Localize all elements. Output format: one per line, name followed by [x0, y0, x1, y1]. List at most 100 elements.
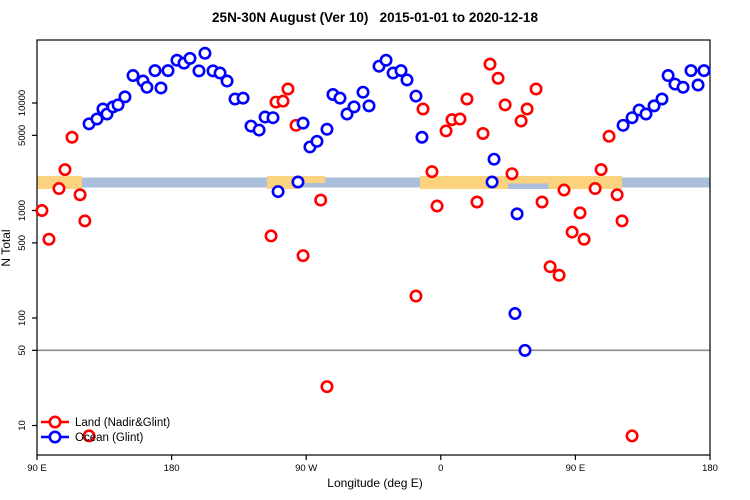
data-point-ocean	[409, 89, 423, 103]
x-tick-label: 180	[164, 463, 180, 474]
data-point-land	[296, 249, 310, 263]
data-point-ocean	[518, 343, 532, 357]
data-point-ocean	[510, 207, 524, 221]
x-tick-label: 90 W	[295, 463, 317, 474]
data-point-land	[498, 98, 512, 112]
data-point-land	[42, 232, 56, 246]
data-point-ocean	[379, 53, 393, 67]
data-point-land	[439, 124, 453, 138]
x-tick-label: 0	[438, 463, 443, 474]
data-point-land	[320, 380, 334, 394]
data-point-ocean	[676, 80, 690, 94]
data-point-ocean	[213, 66, 227, 80]
data-point-land	[430, 199, 444, 213]
ocean-strip	[37, 177, 710, 188]
data-point-land	[588, 182, 602, 196]
data-point-land	[577, 232, 591, 246]
land-segment	[419, 176, 623, 189]
data-point-land	[602, 129, 616, 143]
data-point-land	[625, 429, 639, 443]
data-point-land	[264, 229, 278, 243]
data-point-land	[476, 127, 490, 141]
y-tick-label: 100	[17, 310, 28, 326]
data-point-ocean	[154, 81, 168, 95]
data-point-ocean	[220, 74, 234, 88]
data-point-ocean	[485, 175, 499, 189]
data-point-ocean	[161, 64, 175, 78]
data-point-ocean	[333, 91, 347, 105]
data-point-land	[78, 214, 92, 228]
plot-border	[36, 39, 711, 456]
data-point-land	[520, 102, 534, 116]
data-point-land	[416, 102, 430, 116]
data-point-land	[552, 268, 566, 282]
legend-label-1: Ocean (Glint)	[75, 432, 144, 444]
y-tick-label: 500	[17, 235, 28, 251]
data-point-ocean	[697, 64, 711, 78]
data-point-land	[483, 57, 497, 71]
data-point-ocean	[400, 73, 414, 87]
data-point-ocean	[126, 69, 140, 83]
data-point-land	[58, 163, 72, 177]
data-point-land	[314, 193, 328, 207]
data-point-ocean	[118, 90, 132, 104]
x-tick-label: 90 E	[27, 463, 47, 474]
data-point-land	[35, 204, 49, 218]
data-point-land	[52, 182, 66, 196]
data-point-ocean	[271, 185, 285, 199]
data-point-ocean	[362, 99, 376, 113]
data-point-ocean	[140, 80, 154, 94]
data-point-land	[453, 112, 467, 126]
data-point-land	[73, 188, 87, 202]
x-tick-label: 90 E	[566, 463, 586, 474]
data-point-ocean	[192, 64, 206, 78]
data-point-land	[543, 260, 557, 274]
data-point-ocean	[266, 111, 280, 125]
ocean-gulf-segment	[508, 183, 549, 189]
data-point-ocean	[487, 152, 501, 166]
data-point-ocean	[148, 64, 162, 78]
data-point-land	[594, 163, 608, 177]
data-point-land	[529, 82, 543, 96]
data-point-land	[573, 206, 587, 220]
data-point-land	[409, 289, 423, 303]
data-point-ocean	[90, 112, 104, 126]
data-point-ocean	[661, 69, 675, 83]
data-point-ocean	[111, 98, 125, 112]
data-point-land	[460, 92, 474, 106]
y-tick-label: 50	[17, 345, 28, 356]
data-point-ocean	[639, 107, 653, 121]
land-segment-coast	[296, 176, 326, 183]
legend-label-0: Land (Nadir&Glint)	[75, 417, 170, 429]
data-point-ocean	[252, 123, 266, 137]
data-point-land	[610, 188, 624, 202]
data-point-land	[557, 183, 571, 197]
data-point-ocean	[691, 78, 705, 92]
data-point-land	[82, 429, 96, 443]
data-point-land	[505, 167, 519, 181]
data-point-land	[276, 94, 290, 108]
data-point-ocean	[183, 51, 197, 65]
data-point-land	[425, 165, 439, 179]
data-point-land	[565, 225, 579, 239]
x-axis-label: Longitude (deg E)	[327, 476, 423, 490]
data-point-ocean	[647, 99, 661, 113]
chart-title: 25N-30N August (Ver 10) 2015-01-01 to 20…	[212, 10, 538, 25]
data-point-ocean	[508, 307, 522, 321]
data-point-land	[514, 114, 528, 128]
legend-marker-1	[48, 430, 62, 444]
data-point-ocean	[347, 100, 361, 114]
land-segment	[267, 176, 297, 189]
y-tick-label: 10000	[17, 90, 28, 116]
data-point-ocean	[198, 46, 212, 60]
data-point-ocean	[236, 91, 250, 105]
data-point-land	[491, 71, 505, 85]
data-point-ocean	[684, 64, 698, 78]
data-point-ocean	[415, 130, 429, 144]
data-point-ocean	[625, 111, 639, 125]
legend-marker-0	[48, 415, 62, 429]
data-point-ocean	[394, 64, 408, 78]
data-point-land	[281, 82, 295, 96]
data-point-ocean	[296, 116, 310, 130]
